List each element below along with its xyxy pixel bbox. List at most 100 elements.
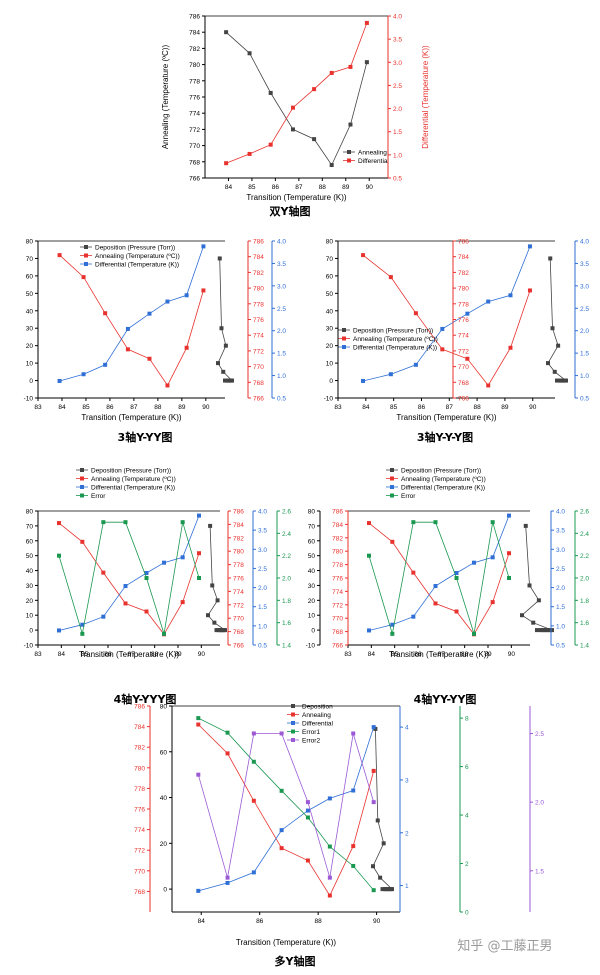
x-axis-title: Transition (Temperature (K)) xyxy=(389,650,490,659)
data-point xyxy=(381,841,386,846)
y-tick-label: 60 xyxy=(308,538,316,545)
x-tick-label: 84 xyxy=(58,404,66,411)
x-tick-label: 83 xyxy=(334,404,342,411)
y-axis-d: 0.5 1.0 1.5 2.0 2.5 3.0 3.5 4.0 xyxy=(574,239,589,403)
legend-marker xyxy=(342,328,346,332)
y-axis-p: -10 0 10 20 30 40 50 60 70 80 xyxy=(324,239,339,403)
data-point xyxy=(184,345,189,350)
data-point xyxy=(527,244,532,249)
y-tick-label: 772 xyxy=(458,348,469,355)
y-tick-label: 786 xyxy=(189,14,200,21)
data-point xyxy=(364,20,369,25)
y-tick-label: 776 xyxy=(233,576,244,583)
data-point xyxy=(486,383,491,388)
legend-label: Deposition (Pressure (Torr)) xyxy=(353,328,433,335)
data-point xyxy=(390,631,395,636)
data-point xyxy=(57,628,61,633)
data-point xyxy=(371,725,376,730)
y-tick-label: 772 xyxy=(189,127,200,134)
chart-caption: 4轴Y-YYY图 xyxy=(114,692,177,706)
series-annealing xyxy=(367,521,511,637)
legend-marker xyxy=(291,712,295,717)
y-tick-label: 772 xyxy=(253,348,264,355)
data-point xyxy=(413,311,418,316)
legend-label: Differential (Temperature (K)) xyxy=(95,262,179,269)
data-point xyxy=(361,253,366,258)
x-tick-label: 90 xyxy=(529,404,537,411)
series-deposition xyxy=(206,523,227,633)
y-tick-label: 1.5 xyxy=(535,868,544,875)
data-point xyxy=(388,372,393,377)
data-point xyxy=(555,378,559,383)
y-tick-label: 784 xyxy=(134,724,145,731)
y-tick-label: 1.0 xyxy=(580,373,589,380)
x-tick-label: 85 xyxy=(82,404,90,411)
y-tick-label: 778 xyxy=(253,301,264,308)
x-tick-label: 84 xyxy=(368,651,376,658)
series-line xyxy=(198,726,375,892)
y-tick-label: 3.5 xyxy=(580,261,589,268)
x-tick-label: 88 xyxy=(151,651,159,658)
x-tick-label: 83 xyxy=(34,404,42,411)
legend-marker xyxy=(342,345,346,349)
data-point xyxy=(184,293,189,298)
y-tick-label: 786 xyxy=(134,704,145,711)
y-tick-label: 782 xyxy=(134,745,145,752)
data-point xyxy=(123,584,128,589)
y-tick-label: 0 xyxy=(465,910,469,917)
data-point xyxy=(531,620,536,625)
data-point xyxy=(535,628,539,633)
y-tick-label: 782 xyxy=(332,535,343,542)
x-tick-label: 89 xyxy=(174,651,182,658)
y-tick-label: 0.5 xyxy=(258,643,267,650)
y-axis-e: 1.4 1.6 1.8 2.0 2.2 2.4 2.6 xyxy=(276,509,291,650)
y-tick-label: 770 xyxy=(458,364,469,371)
data-point xyxy=(180,520,185,525)
y-tick-label: 4.0 xyxy=(580,239,589,246)
series-line xyxy=(521,525,553,631)
series-line xyxy=(198,717,375,891)
chart-caption: 3轴Y-Y-Y图 xyxy=(417,430,473,444)
y-tick-label: 0 xyxy=(329,378,333,385)
data-point xyxy=(101,614,106,619)
data-point xyxy=(223,628,227,633)
y-tick-label: 780 xyxy=(253,286,264,293)
data-point xyxy=(279,788,284,793)
data-point xyxy=(536,598,541,603)
x-tick-label: 86 xyxy=(104,651,112,658)
series-line xyxy=(197,733,375,878)
data-point xyxy=(208,523,213,528)
x-tick-label: 86 xyxy=(418,404,426,411)
y-axis-d: 0.5 1.0 1.5 2.0 2.5 3.0 3.5 4.0 xyxy=(550,509,565,650)
y-tick-label: 3.0 xyxy=(393,60,402,67)
y-axis-p: -10 0 10 20 30 40 50 60 70 80 xyxy=(306,509,321,650)
x-tick-label: 86 xyxy=(256,918,264,925)
y-tick-label: 770 xyxy=(233,616,244,623)
data-point xyxy=(279,731,284,736)
data-point xyxy=(351,788,356,793)
y-tick-label: 768 xyxy=(233,629,244,636)
data-point xyxy=(351,844,356,849)
data-point xyxy=(57,521,61,526)
y-tick-label: 782 xyxy=(253,270,264,277)
x-axis-title: Transition (Temperature (K)) xyxy=(81,413,182,422)
series-line xyxy=(58,522,200,636)
y-tick-label: 766 xyxy=(253,396,264,403)
data-point xyxy=(329,163,334,168)
data-point xyxy=(101,520,106,525)
y-axis-e: 1.4 1.6 1.8 2.0 2.2 2.4 2.6 xyxy=(574,509,589,650)
y-tick-label: 50 xyxy=(26,291,34,298)
data-point xyxy=(268,90,273,95)
legend-label: Error1 xyxy=(302,729,320,736)
y-tick-label: 20 xyxy=(26,343,34,350)
y-tick-label: 3.5 xyxy=(556,528,565,535)
x-tick-label: 88 xyxy=(319,184,327,191)
data-point xyxy=(197,551,201,556)
y-tick-label: 1 xyxy=(405,883,409,890)
chart-caption: 4轴YY-YY图 xyxy=(414,692,477,706)
data-point xyxy=(312,137,317,142)
data-point xyxy=(201,288,206,293)
y-tick-label: 70 xyxy=(26,523,34,530)
y-tick-label: 2.5 xyxy=(277,306,286,313)
series-line xyxy=(547,258,568,382)
